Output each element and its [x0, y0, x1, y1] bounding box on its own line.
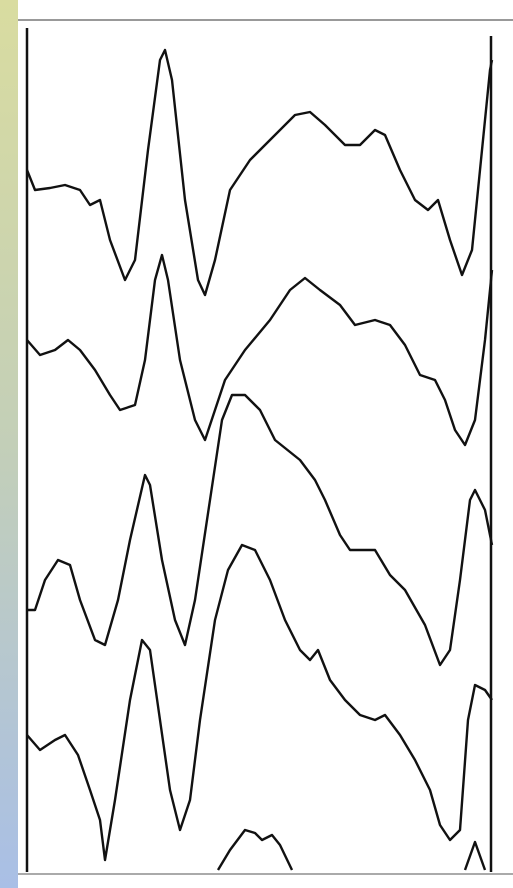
waveform	[26, 543, 493, 862]
side-strip	[0, 0, 18, 888]
waveform	[27, 393, 494, 667]
waveform	[463, 840, 487, 871]
waveform	[25, 48, 494, 297]
waveform	[26, 253, 494, 447]
waveform	[216, 828, 294, 871]
